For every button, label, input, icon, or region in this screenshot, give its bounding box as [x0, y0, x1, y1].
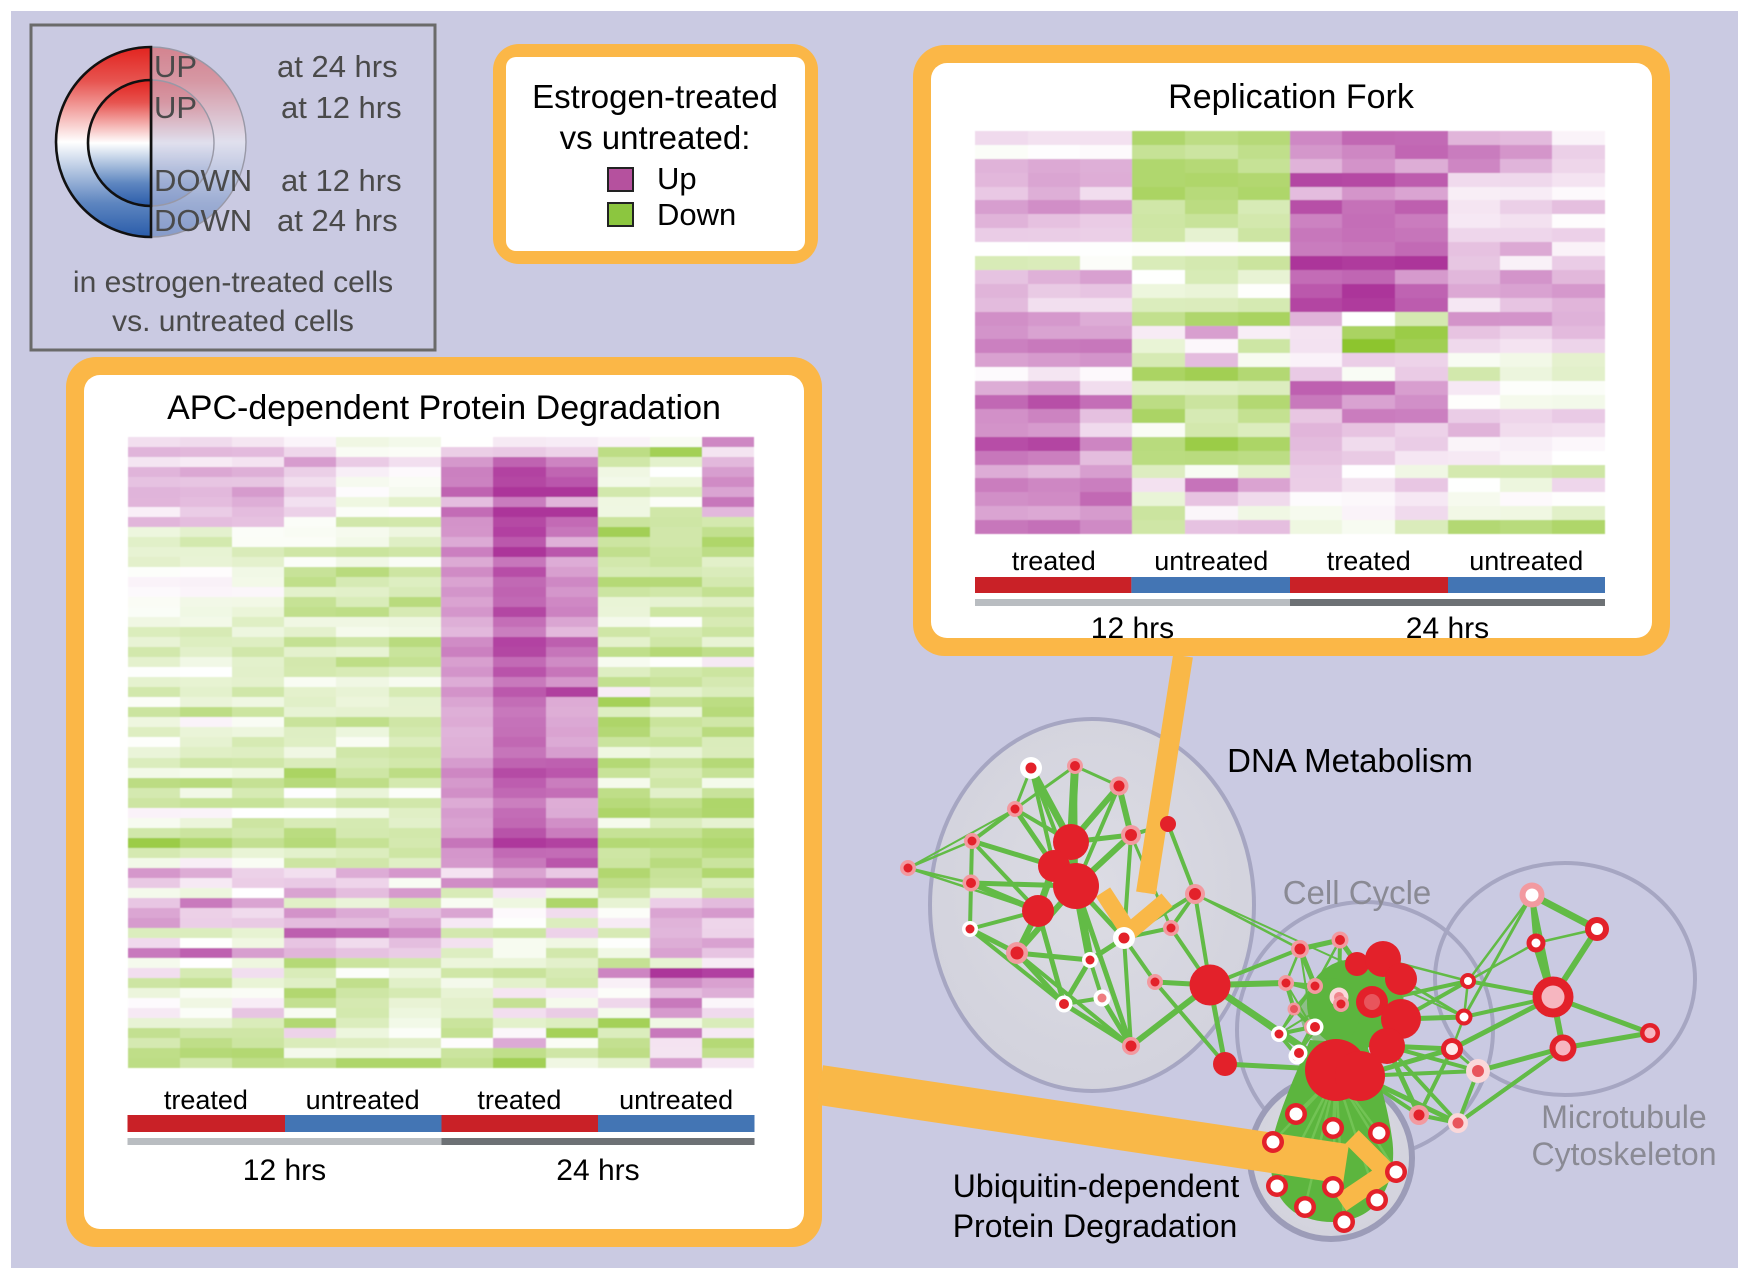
svg-text:at 12 hrs: at 12 hrs — [281, 90, 402, 125]
svg-text:treated: treated — [1012, 546, 1096, 576]
svg-text:12 hrs: 12 hrs — [1091, 612, 1174, 645]
svg-text:24 hrs: 24 hrs — [1406, 612, 1489, 645]
svg-text:DNA Metabolism: DNA Metabolism — [1227, 742, 1473, 779]
svg-text:treated: treated — [1327, 546, 1411, 576]
svg-text:untreated: untreated — [1469, 546, 1583, 576]
svg-text:untreated: untreated — [306, 1085, 420, 1115]
svg-text:at 12 hrs: at 12 hrs — [281, 163, 402, 198]
svg-text:UP: UP — [154, 49, 197, 84]
svg-text:Up: Up — [657, 161, 697, 196]
svg-text:Cytoskeleton: Cytoskeleton — [1532, 1136, 1717, 1172]
svg-text:24 hrs: 24 hrs — [556, 1154, 639, 1187]
svg-text:12 hrs: 12 hrs — [243, 1154, 326, 1187]
svg-text:Estrogen-treated: Estrogen-treated — [532, 78, 778, 115]
svg-text:treated: treated — [477, 1085, 561, 1115]
svg-text:Down: Down — [657, 197, 736, 232]
svg-text:DOWN: DOWN — [154, 203, 252, 238]
svg-text:vs untreated:: vs untreated: — [560, 119, 751, 156]
svg-text:untreated: untreated — [1154, 546, 1268, 576]
svg-text:Microtubule: Microtubule — [1541, 1099, 1706, 1135]
svg-text:treated: treated — [164, 1085, 248, 1115]
svg-text:DOWN: DOWN — [154, 163, 252, 198]
svg-text:APC-dependent Protein Degradat: APC-dependent Protein Degradation — [167, 389, 721, 427]
svg-text:Ubiquitin-dependent: Ubiquitin-dependent — [953, 1168, 1240, 1204]
svg-text:vs. untreated cells: vs. untreated cells — [112, 305, 354, 338]
svg-text:UP: UP — [154, 90, 197, 125]
svg-text:in estrogen-treated cells: in estrogen-treated cells — [73, 266, 393, 299]
svg-text:at 24 hrs: at 24 hrs — [277, 49, 398, 84]
svg-text:untreated: untreated — [619, 1085, 733, 1115]
svg-text:Cell Cycle: Cell Cycle — [1283, 874, 1432, 911]
svg-text:Protein Degradation: Protein Degradation — [953, 1208, 1238, 1244]
svg-text:Replication Fork: Replication Fork — [1168, 78, 1415, 116]
svg-text:at 24 hrs: at 24 hrs — [277, 203, 398, 238]
